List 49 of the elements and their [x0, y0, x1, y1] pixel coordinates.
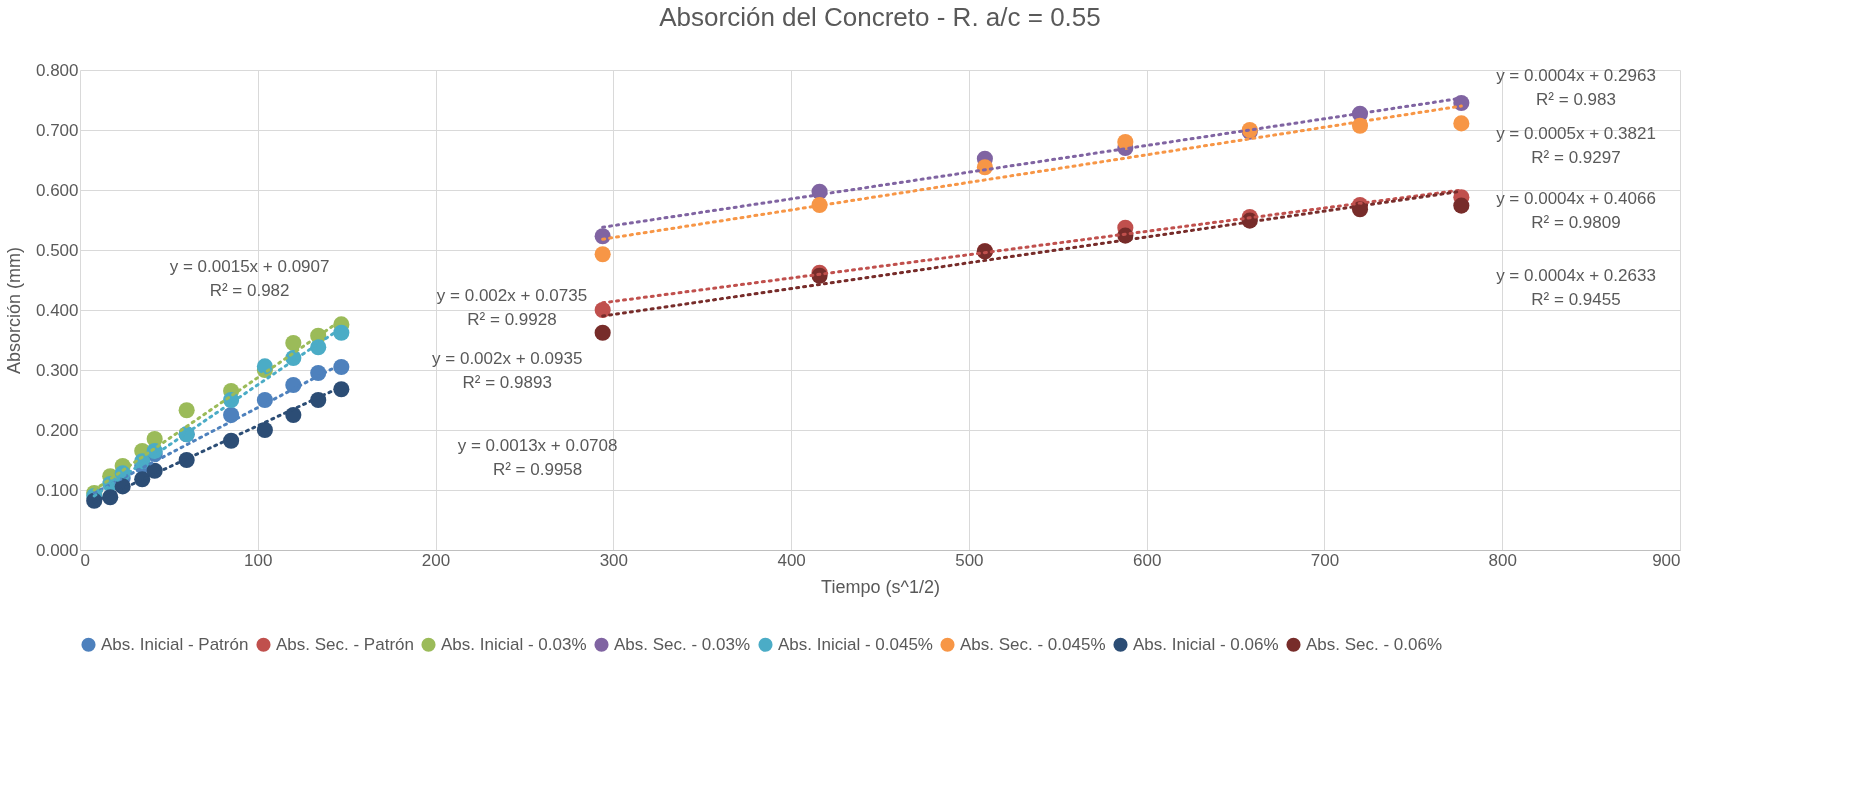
y-tick-label: 0.000	[35, 540, 79, 560]
x-tick-label: 600	[1132, 550, 1162, 570]
point	[1117, 133, 1134, 151]
point	[333, 381, 350, 398]
point	[594, 324, 611, 341]
point	[333, 324, 350, 341]
annotation: y = 0.0005x + 0.3821 R² = 0.9297	[1496, 123, 1656, 167]
legend-label: Abs. Inicial - 0.045%	[778, 634, 933, 654]
x-tick-label: 800	[1488, 550, 1517, 570]
legend-label: Abs. Sec. - 0.06%	[1306, 634, 1443, 654]
point	[1453, 197, 1470, 214]
legend-label: Abs. Sec. - 0.045%	[960, 634, 1106, 654]
legend-label: Abs. Sec. - Patrón	[276, 634, 414, 654]
x-axis-title: Tiempo (s^1/2)	[821, 576, 940, 597]
annotation: y = 0.002x + 0.0935 R² = 0.9893	[432, 348, 583, 392]
point	[178, 402, 195, 419]
point	[333, 358, 350, 376]
annotation: y = 0.0004x + 0.2963 R² = 0.983	[1496, 65, 1656, 109]
y-tick-label: 0.800	[35, 60, 79, 80]
annotation: y = 0.0004x + 0.2633 R² = 0.9455	[1496, 266, 1656, 310]
x-tick-label: 900	[1652, 550, 1681, 570]
legend-label: Abs. Inicial - Patrón	[101, 634, 249, 654]
x-tick-label: 400	[777, 550, 806, 570]
y-tick-label: 0.100	[35, 480, 79, 500]
x-tick-label: 0	[80, 550, 90, 570]
point	[594, 246, 611, 263]
x-tick-label: 100	[244, 550, 273, 570]
legend-label: Abs. Sec. - 0.03%	[614, 634, 751, 654]
x-tick-label: 300	[599, 550, 629, 570]
y-tick-label: 0.400	[35, 300, 79, 320]
annotation: y = 0.0013x + 0.0708 R² = 0.9958	[457, 436, 618, 480]
legend-label: Abs. Inicial - 0.03%	[441, 634, 587, 654]
point	[1453, 115, 1470, 132]
x-tick-label: 200	[421, 550, 451, 570]
y-tick-label: 0.200	[35, 420, 79, 440]
point	[256, 421, 273, 439]
y-tick-label: 0.700	[35, 120, 79, 140]
annotation: y = 0.0015x + 0.0907 R² = 0.982	[169, 256, 330, 300]
x-tick-label: 500	[955, 550, 984, 570]
legend-label: Abs. Inicial - 0.06%	[1133, 634, 1279, 654]
y-tick-label: 0.600	[35, 180, 79, 200]
annotation: y = 0.002x + 0.0735 R² = 0.9928	[436, 286, 588, 330]
y-tick-label: 0.300	[35, 360, 79, 380]
chart-title: Absorción del Concreto - R. a/c = 0.55	[659, 2, 1101, 32]
y-axis-title: Absorción (mm)	[3, 246, 24, 375]
x-tick-label: 700	[1310, 550, 1340, 570]
annotation: y = 0.0004x + 0.4066 R² = 0.9809	[1496, 189, 1656, 233]
point	[285, 334, 302, 352]
y-tick-label: 0.500	[35, 240, 79, 260]
